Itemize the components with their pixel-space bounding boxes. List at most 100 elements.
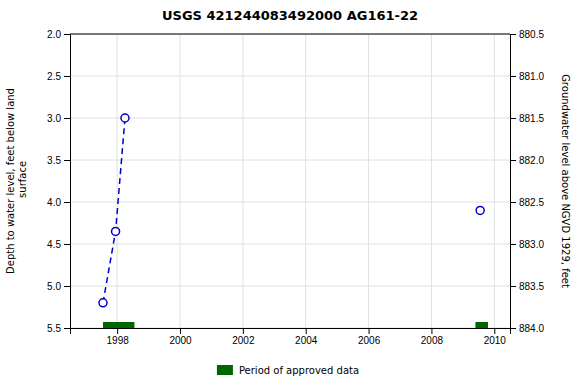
title: USGS 421244083492000 AG161-22 bbox=[162, 8, 418, 23]
axis-line bbox=[71, 329, 511, 335]
tick-mark bbox=[510, 286, 516, 287]
tick: 2008 bbox=[421, 328, 444, 346]
tick-label: 2008 bbox=[421, 335, 444, 346]
axis-line bbox=[511, 35, 517, 329]
approved-period bbox=[103, 322, 134, 328]
tick: 882.5 bbox=[510, 197, 544, 208]
grid bbox=[70, 34, 510, 328]
grid-line-x bbox=[180, 34, 181, 328]
tick-label: 3.5 bbox=[47, 155, 61, 166]
point bbox=[476, 206, 484, 214]
tick-mark bbox=[431, 328, 432, 334]
tick: 2010 bbox=[484, 328, 507, 346]
tick-mark bbox=[64, 118, 70, 119]
tick-label: 880.5 bbox=[519, 29, 544, 40]
y-axis: 2.0 2.5 3.0 3.5 4.0 4.5 5.0 5.5 bbox=[47, 29, 70, 334]
tick: 4.5 bbox=[47, 239, 70, 250]
tick: 2000 bbox=[169, 328, 192, 346]
tick: 5.0 bbox=[47, 281, 70, 292]
y-axis-label: Depth to water level, feet below land su… bbox=[5, 88, 28, 274]
frame-top bbox=[70, 34, 510, 35]
tick-mark bbox=[117, 328, 118, 334]
point bbox=[112, 227, 120, 235]
tick-mark bbox=[180, 328, 181, 334]
grid-line-x bbox=[368, 34, 369, 328]
tick-mark bbox=[243, 328, 244, 334]
tick-label: 1998 bbox=[107, 335, 130, 346]
tick-mark bbox=[64, 160, 70, 161]
tick-label: 5.0 bbox=[47, 281, 61, 292]
tick-label: 881.0 bbox=[519, 71, 544, 82]
tick: 880.5 bbox=[510, 29, 544, 40]
point bbox=[121, 114, 129, 122]
chart: 1998 2000 2002 2004 2006 2008 2010 2.0 2.5 3.0 3.5… bbox=[0, 0, 576, 384]
tick: 884.0 bbox=[510, 323, 544, 334]
legend-label: Period of approved data bbox=[239, 365, 359, 376]
legend-item: Period of approved data bbox=[217, 365, 359, 376]
tick: 883.0 bbox=[510, 239, 544, 250]
grid-line-y bbox=[70, 286, 510, 287]
tick-mark bbox=[510, 160, 516, 161]
tick: 2004 bbox=[295, 328, 318, 346]
tick-mark bbox=[494, 328, 495, 334]
tick-mark bbox=[510, 202, 516, 203]
tick: 881.0 bbox=[510, 71, 544, 82]
grid-line-x bbox=[117, 34, 118, 328]
y2-axis-label: Groundwater level above NGVD 1929, feet bbox=[560, 74, 571, 288]
tick-label: 4.5 bbox=[47, 239, 61, 250]
tick-label: 882.5 bbox=[519, 197, 544, 208]
tick-mark bbox=[369, 328, 370, 334]
tick: 5.5 bbox=[47, 323, 70, 334]
tick: 881.5 bbox=[510, 113, 544, 124]
tick-label: 4.0 bbox=[47, 197, 61, 208]
tick-mark bbox=[64, 34, 70, 35]
point bbox=[99, 299, 107, 307]
axis-line bbox=[64, 35, 71, 329]
grid-line-x bbox=[494, 34, 495, 328]
tick-label: 882.0 bbox=[519, 155, 544, 166]
tick-mark bbox=[64, 286, 70, 287]
grid-line-y bbox=[70, 202, 510, 203]
tick-mark bbox=[64, 244, 70, 245]
grid-line-y bbox=[70, 244, 510, 245]
tick-label: 2010 bbox=[484, 335, 507, 346]
tick-label: 2.0 bbox=[47, 29, 61, 40]
tick-label: 5.5 bbox=[47, 323, 61, 334]
tick-label: 2004 bbox=[295, 335, 318, 346]
grid-line-y bbox=[70, 160, 510, 161]
tick-label: 2006 bbox=[358, 335, 381, 346]
tick-mark bbox=[510, 118, 516, 119]
tick-mark bbox=[64, 202, 70, 203]
tick: 4.0 bbox=[47, 197, 70, 208]
tick: 2006 bbox=[358, 328, 381, 346]
series-line bbox=[103, 118, 125, 303]
tick: 3.0 bbox=[47, 113, 70, 124]
x-axis: 1998 2000 2002 2004 2006 2008 2010 bbox=[71, 328, 511, 346]
grid-line-x bbox=[431, 34, 432, 328]
tick: 2.5 bbox=[47, 71, 70, 82]
legend: Period of approved data bbox=[217, 365, 359, 376]
tick-mark bbox=[510, 76, 516, 77]
tick-label: 2002 bbox=[232, 335, 255, 346]
grid-line-y bbox=[70, 76, 510, 77]
tick-mark bbox=[306, 328, 307, 334]
tick: 1998 bbox=[107, 328, 130, 346]
grid-line-x bbox=[242, 34, 243, 328]
tick-mark bbox=[64, 328, 70, 329]
tick: 2.0 bbox=[47, 29, 70, 40]
tick-label: 2.5 bbox=[47, 71, 61, 82]
tick-mark bbox=[510, 244, 516, 245]
tick-label: 884.0 bbox=[519, 323, 544, 334]
tick-mark bbox=[64, 76, 70, 77]
tick-label: 3.0 bbox=[47, 113, 61, 124]
y2-axis: 884.0883.5883.0882.5882.0881.5881.0880.5 bbox=[510, 29, 544, 334]
grid-line-x bbox=[305, 34, 306, 328]
tick: 882.0 bbox=[510, 155, 544, 166]
approved-period bbox=[475, 322, 488, 328]
grid-line-y bbox=[70, 118, 510, 119]
tick-label: 881.5 bbox=[519, 113, 544, 124]
plot: 1998 2000 2002 2004 2006 2008 2010 2.0 2.5 3.0 3.5… bbox=[47, 29, 544, 346]
grid-line-y bbox=[70, 34, 510, 35]
tick: 3.5 bbox=[47, 155, 70, 166]
tick-mark bbox=[510, 328, 516, 329]
